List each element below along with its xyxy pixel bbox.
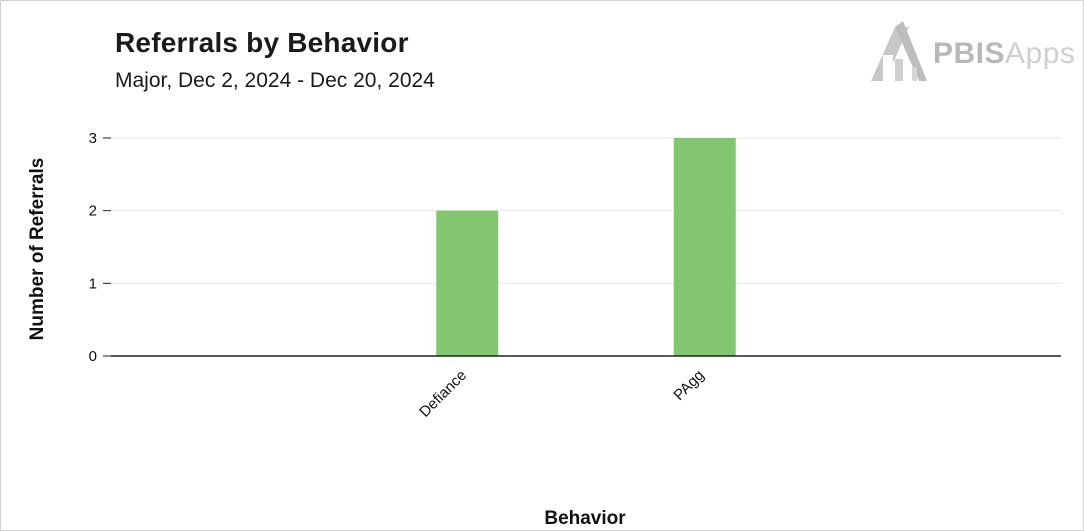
- bar: [673, 138, 736, 356]
- grid-layer: [111, 137, 1061, 284]
- y-tick-label: 1: [89, 275, 97, 292]
- logo-text-bold: PBIS: [933, 37, 1006, 70]
- bar: [436, 210, 499, 356]
- chart-title: Referrals by Behavior: [115, 27, 409, 58]
- y-tick-label: 0: [89, 348, 97, 365]
- x-axis-title: Behavior: [544, 508, 626, 529]
- y-tick-label: 3: [89, 130, 97, 147]
- y-axis-title: Number of Referrals: [27, 158, 48, 341]
- x-tick-labels: Defiance PAgg: [416, 367, 707, 421]
- x-tick-label: Defiance: [416, 367, 470, 421]
- x-tick-label: PAgg: [670, 367, 707, 404]
- y-tick-labels: 0 1 2 3: [89, 130, 97, 365]
- axis-layer: [103, 137, 1061, 357]
- logo-text: PBISApps: [933, 37, 1075, 71]
- logo-text-light: Apps: [1005, 37, 1076, 70]
- pbis-apps-logo: PBISApps: [865, 19, 1075, 83]
- pbis-logo-icon: [871, 21, 927, 81]
- y-tick-label: 2: [89, 203, 97, 220]
- bar-layer: [436, 138, 736, 356]
- chart-subtitle: Major, Dec 2, 2024 - Dec 20, 2024: [115, 69, 435, 92]
